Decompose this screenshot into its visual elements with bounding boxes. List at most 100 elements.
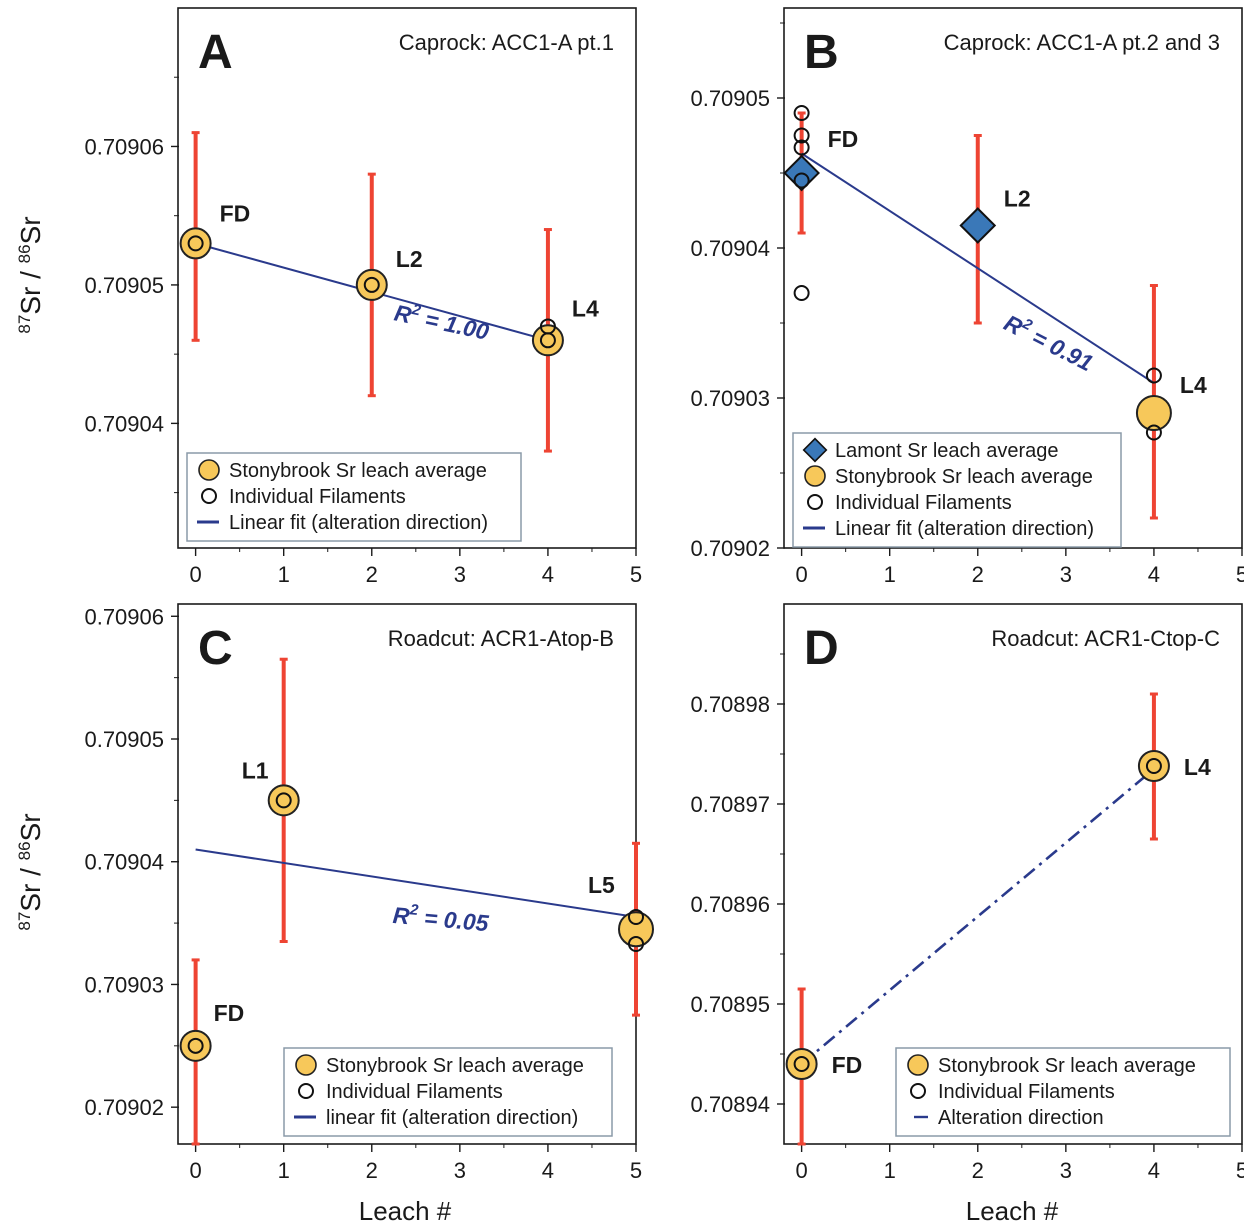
legend-box bbox=[792, 432, 1122, 548]
ylabel-sup-86: 86 bbox=[15, 244, 34, 263]
legend: Stonybrook Sr leach average Individual Fi… bbox=[895, 1047, 1231, 1137]
legend-entry-stonybrook-sr-leach-average: Stonybrook Sr leach average bbox=[326, 1055, 584, 1077]
x-tick-label: 1 bbox=[884, 562, 896, 587]
legend-stonybrook-symbol bbox=[198, 459, 220, 481]
panel-b: 0.70902 0.70903 0.70904 0.70905 0 1 2 3 4 5 B Capro… bbox=[690, 7, 1244, 587]
y-tick-label: 0.70904 bbox=[84, 411, 164, 436]
x-tick-label: 2 bbox=[972, 562, 984, 587]
plot-frame bbox=[783, 7, 1243, 549]
r-squared-label: R2 = 0.91 bbox=[1000, 308, 1098, 377]
filament-marker bbox=[187, 235, 204, 252]
x-tick-label: 1 bbox=[278, 562, 290, 587]
legend-entry-individual-filaments: Individual Filaments bbox=[326, 1081, 503, 1103]
y-tick-label: 0.70898 bbox=[690, 692, 770, 717]
ylabel-sup-86: 86 bbox=[15, 841, 34, 860]
stonybrook-average-marker-l4 bbox=[1135, 395, 1172, 431]
stonybrook-average-marker-fd bbox=[179, 1029, 212, 1062]
y-tick-label: 0.70902 bbox=[84, 1095, 164, 1120]
x-tick-label: 4 bbox=[542, 1158, 554, 1183]
x-tick-label: 0 bbox=[189, 1158, 201, 1183]
y-tick-label: 0.70905 bbox=[84, 273, 164, 298]
x-tick-label: 1 bbox=[884, 1158, 896, 1183]
panel-title: Roadcut: ACR1-Atop-B bbox=[388, 626, 614, 651]
stonybrook-average-marker-fd bbox=[179, 227, 212, 260]
y-tick-label: 0.70897 bbox=[690, 792, 770, 817]
legend-box bbox=[283, 1047, 613, 1137]
legend-entry-alteration-direction: Alteration direction bbox=[938, 1107, 1104, 1129]
fit-line bbox=[801, 152, 1155, 384]
legend-filament-symbol bbox=[298, 1083, 314, 1099]
point-label-fd: FD bbox=[214, 1000, 245, 1026]
x-tick-label: 2 bbox=[366, 562, 378, 587]
point-label-l4: L4 bbox=[572, 295, 599, 321]
fit-line bbox=[800, 768, 1155, 1065]
ylabel-sr2: Sr bbox=[15, 813, 46, 841]
x-tick-label: 3 bbox=[1060, 1158, 1072, 1183]
panel-letter: D bbox=[804, 622, 839, 675]
y-axis-title-top: 87Sr / 86Sr bbox=[15, 216, 46, 333]
point-label-l5: L5 bbox=[588, 872, 615, 898]
x-tick-label: 0 bbox=[795, 1158, 807, 1183]
legend: Stonybrook Sr leach average Individual Fi… bbox=[186, 452, 522, 542]
panel-letter: A bbox=[198, 26, 233, 79]
ylabel-sup-87: 87 bbox=[15, 315, 34, 334]
legend-entry-individual-filaments: Individual Filaments bbox=[938, 1081, 1115, 1103]
x-tick-label: 1 bbox=[278, 1158, 290, 1183]
x-tick-label: 5 bbox=[1236, 562, 1244, 587]
y-tick-label: 0.70905 bbox=[690, 86, 770, 111]
plot-frame bbox=[177, 7, 637, 549]
legend-box bbox=[895, 1047, 1231, 1137]
y-tick-label: 0.70894 bbox=[690, 1092, 770, 1117]
x-tick-label: 2 bbox=[366, 1158, 378, 1183]
panel-title: Caprock: ACC1-A pt.2 and 3 bbox=[944, 30, 1220, 55]
legend-stonybrook-symbol bbox=[295, 1054, 317, 1076]
filament-marker bbox=[793, 127, 810, 144]
panel-d: 0.70894 0.70895 0.70896 0.70897 0.70898 0 1 2 3 4… bbox=[690, 603, 1244, 1183]
panel-a: 0.70904 0.70905 0.70906 0 1 2 3 4 5 A Caprock: ACC… bbox=[84, 7, 642, 587]
ylabel-sr1: Sr / bbox=[15, 860, 46, 911]
x-tick-label: 3 bbox=[454, 1158, 466, 1183]
svg-text:87Sr / 86Sr: 87Sr / 86Sr bbox=[15, 216, 46, 333]
legend-entry-individual-filaments: Individual Filaments bbox=[229, 486, 406, 508]
x-axis-title-left: Leach # bbox=[359, 1196, 452, 1226]
point-label-l2: L2 bbox=[1004, 186, 1031, 212]
legend-filament-symbol bbox=[910, 1083, 926, 1099]
filament-marker bbox=[793, 285, 810, 301]
point-label-l1: L1 bbox=[242, 757, 269, 783]
x-tick-label: 0 bbox=[795, 562, 807, 587]
x-tick-label: 3 bbox=[454, 562, 466, 587]
point-label-fd: FD bbox=[220, 200, 251, 226]
point-label-l2: L2 bbox=[396, 246, 423, 272]
legend-entry-lamont-sr-leach-average: Lamont Sr leach average bbox=[835, 440, 1058, 462]
y-tick-label: 0.70895 bbox=[690, 992, 770, 1017]
filament-marker bbox=[363, 276, 380, 293]
legend: Lamont Sr leach average Stonybrook Sr lea… bbox=[792, 432, 1122, 548]
stonybrook-average-marker-fd bbox=[785, 1048, 818, 1080]
y-tick-label: 0.70904 bbox=[84, 850, 164, 875]
fit-line bbox=[195, 848, 637, 918]
r-squared-label: R2 = 0.05 bbox=[392, 900, 491, 936]
filament-marker bbox=[793, 172, 810, 189]
r-squared-label: R2 = 1.00 bbox=[392, 298, 492, 345]
legend-entry-linear-fit-alteration-direction: Linear fit (alteration direction) bbox=[229, 512, 488, 534]
panel-c: 0.70902 0.70903 0.70904 0.70905 0.70906 0 1 2 3 4… bbox=[84, 603, 654, 1183]
y-tick-label: 0.70903 bbox=[690, 386, 770, 411]
y-tick-label: 0.70896 bbox=[690, 892, 770, 917]
y-axis-title-bottom: 87Sr / 86Sr bbox=[15, 813, 46, 930]
x-tick-label: 3 bbox=[1060, 562, 1072, 587]
x-tick-label: 5 bbox=[1236, 1158, 1244, 1183]
x-axis-title-right: Leach # bbox=[966, 1196, 1059, 1226]
y-tick-label: 0.70906 bbox=[84, 134, 164, 159]
filament-marker bbox=[1145, 758, 1162, 774]
filament-marker bbox=[628, 908, 644, 925]
ylabel-sup-87: 87 bbox=[15, 912, 34, 931]
stonybrook-average-marker-l5 bbox=[618, 911, 654, 948]
stonybrook-average-marker-l2 bbox=[355, 268, 388, 301]
legend-entry-stonybrook-sr-leach-average: Stonybrook Sr leach average bbox=[835, 466, 1093, 488]
y-tick-label: 0.70906 bbox=[84, 604, 164, 629]
filament-marker bbox=[539, 332, 556, 349]
x-tick-label: 5 bbox=[630, 562, 642, 587]
legend-lamont-symbol bbox=[802, 437, 828, 463]
x-tick-label: 4 bbox=[1148, 1158, 1160, 1183]
